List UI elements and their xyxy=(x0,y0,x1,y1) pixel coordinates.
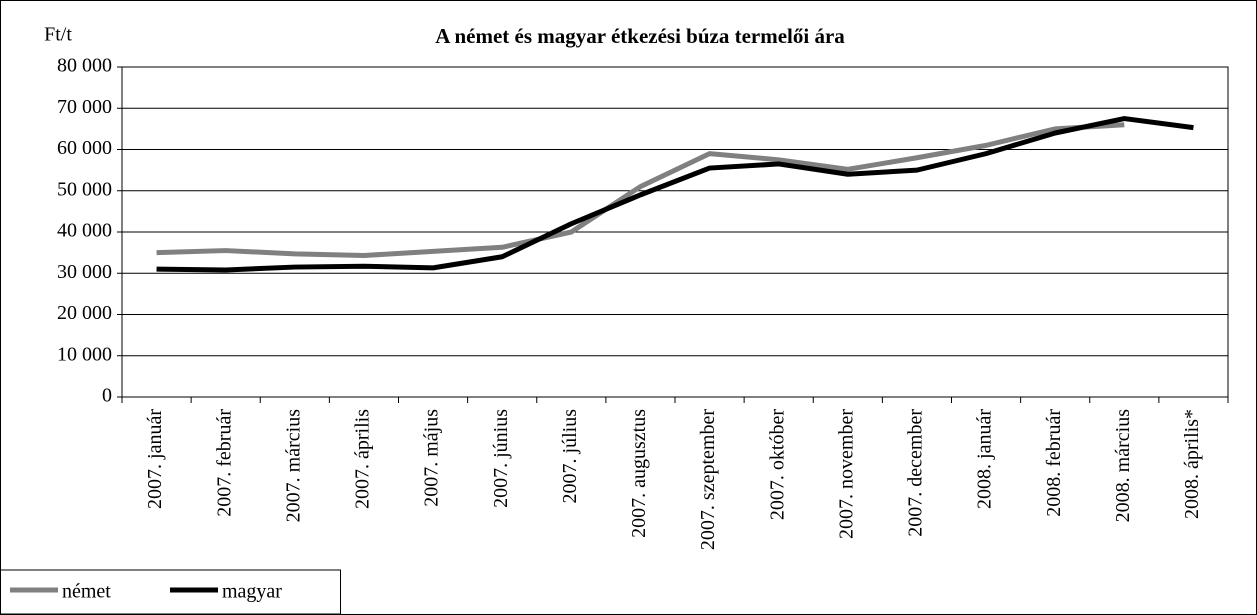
x-tick-label: 2007. február xyxy=(213,409,235,517)
legend-label: német xyxy=(62,581,111,603)
x-tick-label: 2008. április* xyxy=(1181,409,1203,519)
series-line xyxy=(156,116,1194,273)
legend-label: magyar xyxy=(222,581,282,603)
x-tick-label: 2007. november xyxy=(835,409,857,539)
x-tick-label: 2007. május xyxy=(421,409,443,507)
y-tick-label: 60 000 xyxy=(57,137,112,159)
y-tick-label: 10 000 xyxy=(57,343,112,365)
y-tick-label: 80 000 xyxy=(57,55,112,77)
x-tick-label: 2007. január xyxy=(144,409,166,509)
x-tick-label: 2008. február xyxy=(1043,409,1065,517)
y-tick-label: 50 000 xyxy=(57,178,112,200)
y-axis-label: Ft/t xyxy=(44,24,72,46)
x-tick-label: 2007. augusztus xyxy=(628,409,650,538)
y-tick-label: 30 000 xyxy=(57,261,112,283)
x-tick-label: 2008. március xyxy=(1112,409,1134,523)
y-tick-label: 70 000 xyxy=(57,96,112,118)
x-tick-label: 2008. január xyxy=(974,409,996,509)
x-tick-label: 2007. szeptember xyxy=(697,409,719,550)
chart-title: A német és magyar étkezési búza termelői… xyxy=(435,24,845,48)
y-tick-label: 20 000 xyxy=(57,302,112,324)
series-line xyxy=(156,122,1125,259)
y-tick-label: 0 xyxy=(102,385,112,407)
x-tick-label: 2007. október xyxy=(766,409,788,520)
x-tick-label: 2007. április xyxy=(352,409,374,509)
y-tick-label: 40 000 xyxy=(57,220,112,242)
x-tick-label: 2007. július xyxy=(559,409,581,504)
x-tick-label: 2007. június xyxy=(490,409,512,508)
x-tick-label: 2007. március xyxy=(282,409,304,523)
x-tick-label: 2007. december xyxy=(905,409,927,537)
